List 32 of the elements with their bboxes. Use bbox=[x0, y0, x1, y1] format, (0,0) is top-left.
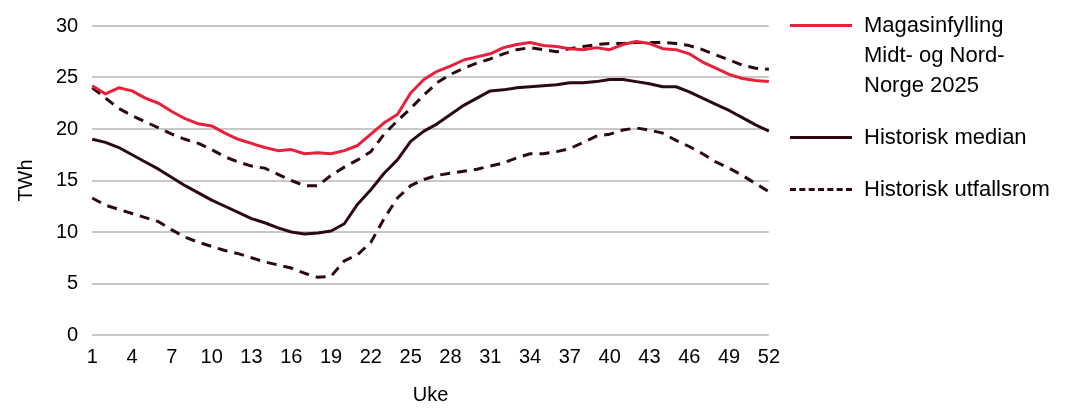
x-tick-label: 4 bbox=[126, 344, 138, 367]
x-tick-label: 16 bbox=[280, 344, 303, 367]
y-tick-label: 5 bbox=[67, 271, 79, 294]
x-tick-label: 1 bbox=[86, 344, 98, 367]
x-tick-label: 37 bbox=[558, 344, 581, 367]
line-series bbox=[90, 126, 771, 279]
x-tick-label: 43 bbox=[638, 344, 661, 367]
y-tick-label: 20 bbox=[56, 116, 79, 139]
x-axis-title: Uke bbox=[412, 382, 449, 405]
x-tick-label: 46 bbox=[678, 344, 701, 367]
x-tick-label: 31 bbox=[479, 344, 502, 367]
y-tick-label: 25 bbox=[56, 65, 79, 88]
x-tick-label: 10 bbox=[200, 344, 223, 367]
x-tick-label: 13 bbox=[240, 344, 263, 367]
x-tick-label: 40 bbox=[598, 344, 621, 367]
x-tick-label: 25 bbox=[399, 344, 422, 367]
x-tick-label: 34 bbox=[518, 344, 542, 367]
y-tick-label: 30 bbox=[56, 13, 79, 36]
x-tick-label: 49 bbox=[717, 344, 741, 367]
y-tick-label: 10 bbox=[56, 219, 79, 242]
y-tick-label: 15 bbox=[56, 168, 79, 191]
line-series bbox=[90, 40, 771, 188]
legend-label: Historisk utfallsrom bbox=[864, 175, 1050, 203]
y-tick-label: 0 bbox=[67, 322, 79, 345]
x-tick-label: 19 bbox=[319, 344, 343, 367]
x-tick-label: 22 bbox=[359, 344, 382, 367]
x-tick-label: 52 bbox=[757, 344, 780, 367]
y-axis-title: TWh bbox=[13, 159, 36, 202]
x-tick-label: 28 bbox=[439, 344, 462, 367]
x-tick-label: 7 bbox=[166, 344, 178, 367]
legend-label: Magasinfylling Midt- og Nord-Norge 2025 bbox=[864, 11, 1006, 99]
legend-label: Historisk median bbox=[864, 123, 1027, 151]
